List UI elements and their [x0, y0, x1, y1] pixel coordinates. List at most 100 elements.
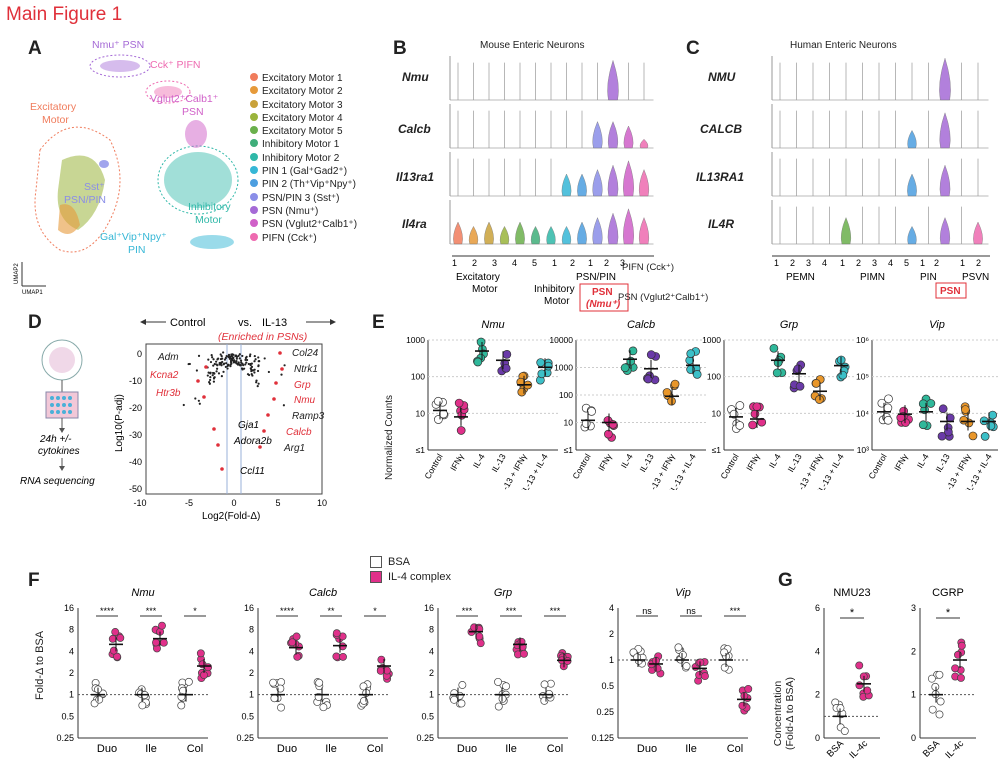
legend-item: Excitatory Motor 4: [250, 112, 357, 125]
volcano-ytick: 0: [137, 349, 142, 359]
f-sig-label: *: [193, 606, 197, 616]
e-data-point: [980, 432, 990, 441]
violin: [907, 173, 917, 197]
e-data-point: [815, 395, 824, 404]
volcano-point: [227, 363, 230, 367]
f-point-il4: [111, 628, 120, 636]
volcano-point: [216, 364, 219, 367]
b-group-inhibitory-motor: Motor: [544, 296, 570, 307]
volcano-point: [239, 359, 243, 362]
e-ytick: 1000: [554, 363, 573, 373]
panel-a-umap: Nmu⁺ PSN Cck⁺ PIFN Excitatory Motor Vglu…: [14, 39, 239, 296]
e-xtick: IFNγ: [744, 451, 762, 472]
e-data-point: [686, 349, 696, 358]
g-point-bsa: [935, 710, 944, 719]
volcano-point: [209, 376, 212, 379]
f-ytick: 0.5: [601, 681, 614, 691]
panel-c-gene-3: IL4R: [708, 217, 735, 231]
volcano-point: [197, 399, 200, 402]
volcano-point: [250, 370, 253, 373]
legend-dot: [250, 219, 258, 228]
volcano-ytick: -50: [129, 484, 142, 494]
panel-b-violins: [449, 56, 654, 245]
panel-b-gene-2: Il13ra1: [396, 170, 435, 184]
f-ytick: 4: [609, 603, 614, 613]
violin: [623, 160, 634, 197]
volcano-point: [217, 357, 220, 360]
panel-g-ylabel: Concentration (Fold-Δ to BSA): [772, 677, 796, 750]
legend-label: Inhibitory Motor 2: [262, 152, 340, 164]
c-tick: 2: [976, 258, 981, 268]
e-data-point: [536, 358, 546, 367]
well: [68, 396, 72, 400]
e-plot-title: Grp: [780, 319, 798, 331]
gene-adm: Adm: [157, 352, 179, 363]
violin: [939, 112, 951, 149]
volcano-ylabel: Log10(P-adj): [114, 394, 125, 452]
legend-label: PSN/PIN 3 (Sst⁺): [262, 192, 340, 204]
g-point-bsa: [931, 682, 940, 691]
volcano-highlight-point: [196, 379, 200, 383]
volcano-point: [211, 374, 214, 377]
e-data-point: [959, 415, 969, 425]
volcano-point: [253, 360, 256, 363]
e-data-point: [692, 370, 702, 379]
legend-item: Excitatory Motor 3: [250, 99, 357, 112]
legend-dot: [250, 139, 258, 148]
volcano-point: [218, 361, 221, 365]
volcano-point: [257, 356, 260, 359]
e-data-point: [517, 387, 527, 397]
f-sig-label: ns: [642, 606, 652, 616]
volcano-ytick: -20: [129, 403, 142, 413]
well: [56, 410, 60, 414]
b-tick: 3: [492, 258, 497, 268]
b-tick: 2: [472, 258, 477, 268]
panel-f-plots: Nmu1684210.50.25****Duo***Ile*ColCalcb16…: [56, 587, 753, 755]
f-sig-label: ns: [686, 606, 696, 616]
legend-dot: [250, 232, 258, 241]
violin: [561, 173, 572, 197]
e-data-point: [968, 431, 978, 441]
violin: [607, 164, 619, 197]
f-point-bsa: [678, 650, 687, 659]
e-xtick: Control: [866, 452, 888, 481]
e-data-point: [502, 350, 512, 359]
legend-dot: [250, 73, 258, 81]
volcano-point: [209, 360, 213, 364]
volcano-point: [222, 351, 225, 354]
e-ytick: 10⁶: [856, 335, 869, 345]
legend-label-il4: IL-4 complex: [388, 571, 451, 583]
volcano-point: [222, 362, 226, 365]
f-xtick: Col: [367, 743, 384, 755]
c-highlight-box: [935, 282, 967, 299]
panel-b-gene-1: Calcb: [398, 122, 431, 136]
f-point-bsa: [277, 703, 285, 712]
f-ytick: 0.25: [56, 733, 74, 743]
violin: [530, 226, 541, 245]
volcano-point: [242, 364, 245, 367]
e-data-point: [608, 420, 618, 429]
g-point-bsa: [936, 697, 945, 706]
volcano-highlight-point: [204, 365, 208, 369]
f-point-bsa: [319, 703, 328, 712]
cluster-label-inhibitory: Inhibitory: [188, 201, 231, 213]
volcano-point: [248, 355, 252, 358]
e-xtick: IL-4: [471, 452, 487, 470]
b-tick: 2: [570, 258, 575, 268]
g-point-il4: [957, 641, 966, 650]
gene-ccl11: Ccl11: [240, 466, 265, 477]
step-rna-seq: RNA sequencing: [20, 476, 95, 487]
e-data-point: [735, 401, 745, 410]
f-ytick: 1: [249, 690, 254, 700]
e-xtick: IFNγ: [596, 451, 614, 472]
volcano-point: [212, 380, 216, 383]
volcano-point: [250, 368, 253, 371]
legend-label: PIFN (Cck⁺): [262, 232, 317, 244]
f-point-il4: [653, 664, 662, 673]
volcano-highlight-point: [262, 429, 266, 433]
e-data-point: [772, 368, 782, 378]
b-group-inhibitory: Inhibitory: [534, 284, 575, 295]
c-tick: 2: [856, 258, 861, 268]
e-ytick: 10³: [857, 445, 869, 455]
e-xtick: Control: [570, 452, 592, 481]
